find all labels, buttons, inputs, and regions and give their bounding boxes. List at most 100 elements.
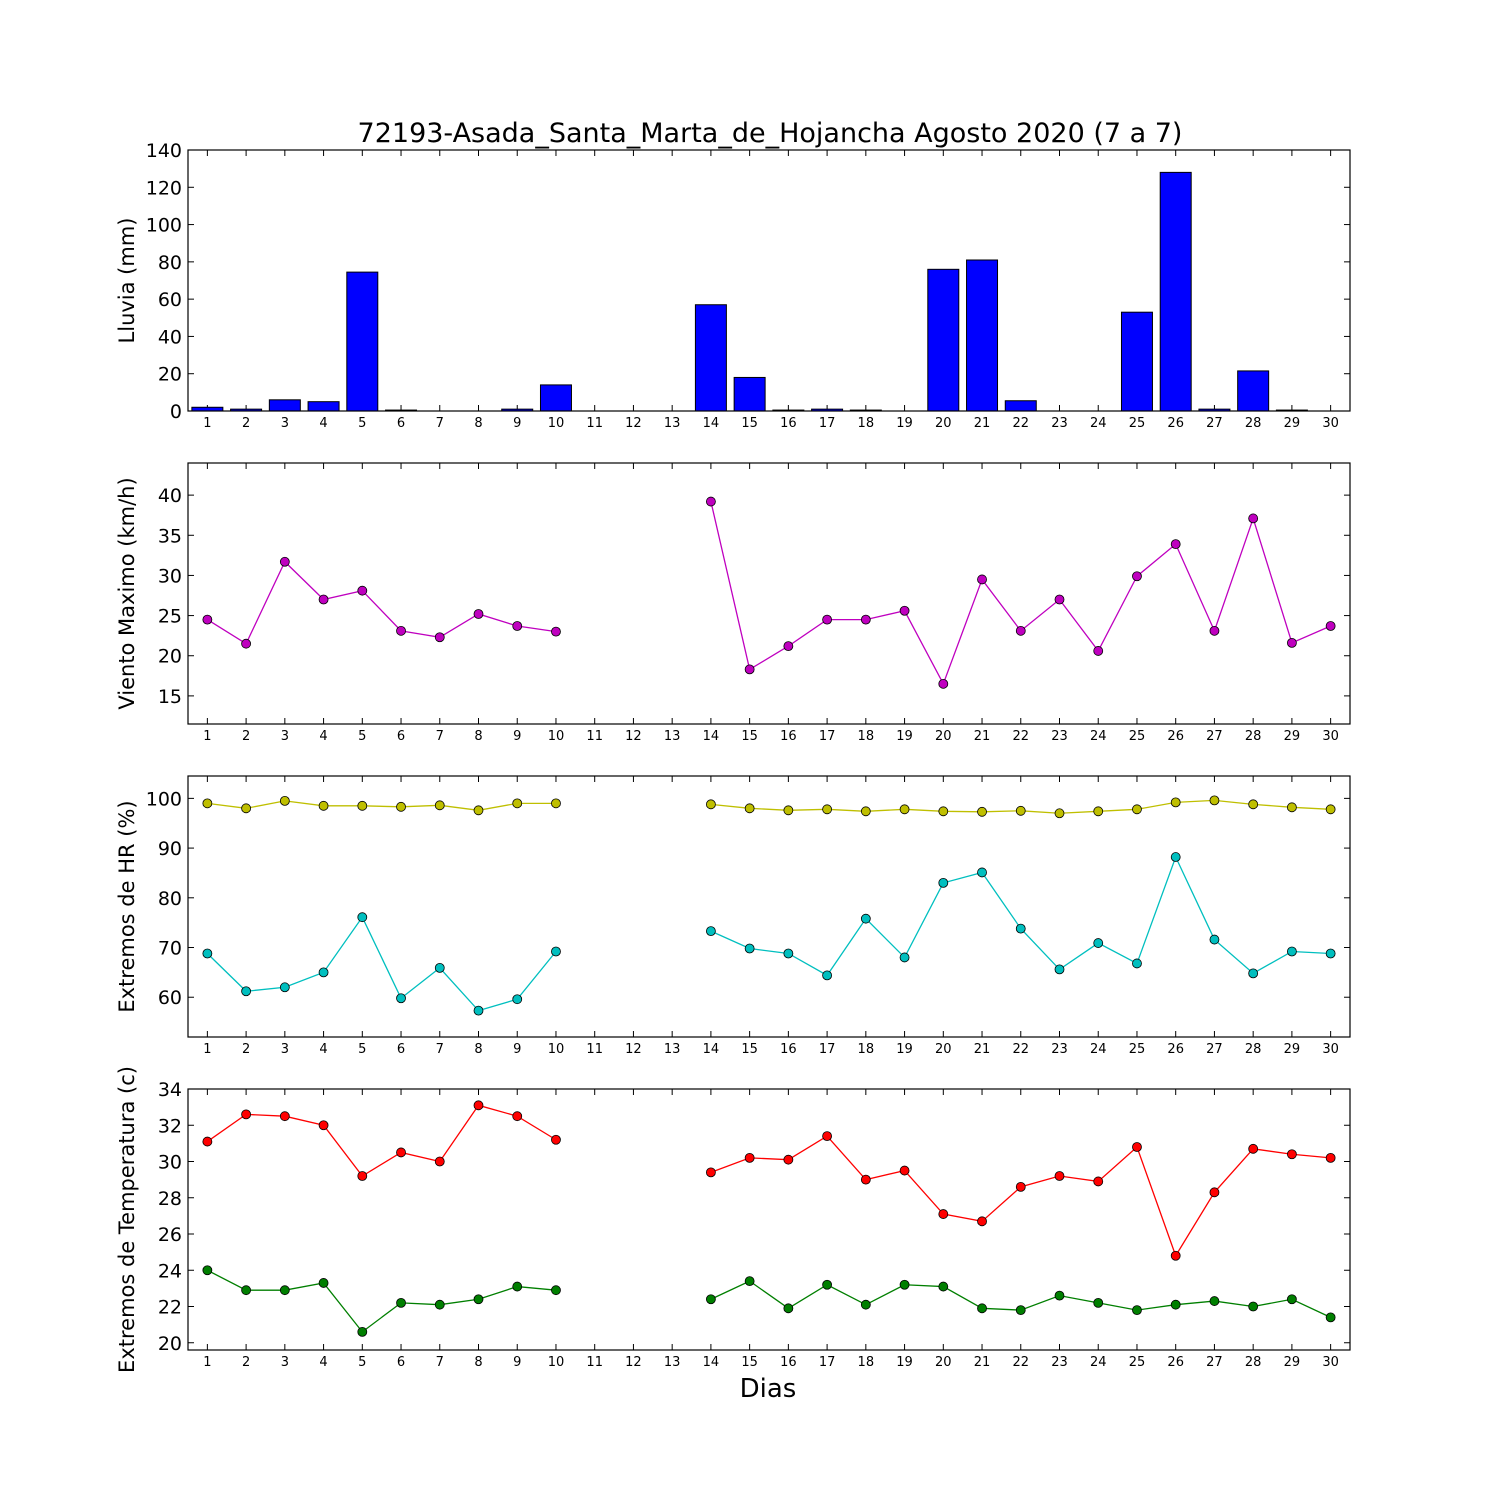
data-point xyxy=(357,800,368,811)
x-tick-label: 24 xyxy=(1090,416,1107,431)
x-tick-label: 21 xyxy=(974,1042,991,1057)
x-tick-label: 28 xyxy=(1245,416,1262,431)
x-tick-label: 15 xyxy=(741,1042,758,1057)
x-tick-label: 13 xyxy=(664,416,681,431)
x-tick-label: 23 xyxy=(1051,1042,1068,1057)
x-tick-label: 16 xyxy=(780,729,797,744)
series-line xyxy=(206,915,557,1012)
x-tick-label: 29 xyxy=(1284,1355,1301,1370)
data-point xyxy=(1132,1305,1142,1316)
x-tick-label: 10 xyxy=(548,1042,565,1057)
x-tick-label: 23 xyxy=(1051,1355,1068,1370)
data-point xyxy=(512,1111,523,1122)
y-tick-label: 60 xyxy=(158,289,182,311)
data-point xyxy=(977,867,987,878)
data-point xyxy=(1287,1294,1297,1305)
data-point xyxy=(706,926,716,937)
data-point xyxy=(1132,1142,1142,1152)
x-tick-label: 5 xyxy=(358,1355,366,1370)
y-tick-label: 0 xyxy=(170,401,182,423)
y-tick-label: 35 xyxy=(158,525,182,547)
x-axis-label: Dias xyxy=(740,1374,797,1404)
x-tick-label: 22 xyxy=(1012,1042,1029,1057)
data-point xyxy=(899,1165,910,1176)
x-tick-label: 16 xyxy=(780,1355,797,1370)
data-point xyxy=(899,605,910,616)
x-tick-label: 23 xyxy=(1051,416,1068,431)
data-point xyxy=(241,986,252,997)
x-tick-label: 14 xyxy=(703,1042,720,1057)
x-tick-label: 16 xyxy=(780,1042,797,1057)
data-point xyxy=(396,801,406,812)
data-point xyxy=(1287,946,1297,957)
data-point xyxy=(318,1120,329,1131)
data-point xyxy=(1209,1187,1220,1198)
data-point xyxy=(938,678,949,689)
data-point xyxy=(473,609,484,619)
x-tick-label: 17 xyxy=(819,416,836,431)
data-point xyxy=(279,556,290,567)
x-tick-label: 1 xyxy=(203,1042,211,1057)
x-tick-label: 20 xyxy=(935,1355,952,1370)
data-point xyxy=(706,496,716,507)
x-tick-label: 22 xyxy=(1012,1355,1029,1370)
x-tick-label: 22 xyxy=(1012,416,1029,431)
data-point xyxy=(1093,646,1104,656)
x-tick-label: 28 xyxy=(1245,729,1262,744)
data-point xyxy=(899,1279,910,1290)
data-point xyxy=(706,1167,716,1178)
x-tick-label: 14 xyxy=(703,1355,720,1370)
x-tick-label: 19 xyxy=(896,1355,913,1370)
data-point xyxy=(1170,797,1181,808)
x-tick-label: 10 xyxy=(548,1355,565,1370)
data-point xyxy=(1325,804,1336,815)
y-tick-label: 20 xyxy=(158,1333,182,1355)
x-tick-label: 8 xyxy=(474,1355,482,1370)
data-point xyxy=(977,806,987,817)
data-point xyxy=(1325,1152,1336,1163)
x-tick-label: 12 xyxy=(625,416,642,431)
data-point xyxy=(822,1131,832,1142)
data-point xyxy=(241,803,252,814)
data-point xyxy=(473,1005,484,1016)
data-point xyxy=(1015,923,1026,934)
data-point xyxy=(1248,968,1259,979)
data-point xyxy=(1054,964,1065,975)
x-tick-label: 3 xyxy=(281,416,289,431)
data-point xyxy=(241,1285,252,1296)
data-point xyxy=(551,1285,561,1296)
bar xyxy=(1004,400,1037,412)
data-point xyxy=(551,946,561,957)
data-point xyxy=(279,1285,290,1296)
data-point xyxy=(783,1154,794,1165)
y-tick-label: 80 xyxy=(158,888,182,910)
data-point xyxy=(1170,852,1181,862)
data-point xyxy=(1015,805,1026,816)
x-tick-label: 6 xyxy=(397,416,405,431)
data-point xyxy=(822,614,832,625)
data-point xyxy=(1248,513,1259,524)
data-point xyxy=(860,806,871,817)
data-point xyxy=(473,1294,484,1305)
data-point xyxy=(744,1276,755,1287)
x-tick-label: 25 xyxy=(1129,729,1146,744)
data-point xyxy=(822,970,832,981)
data-point xyxy=(1015,1181,1026,1192)
y-tick-label: 22 xyxy=(158,1297,182,1319)
data-point xyxy=(1209,625,1220,636)
x-tick-label: 4 xyxy=(319,729,327,744)
x-tick-label: 9 xyxy=(513,1355,521,1370)
x-tick-label: 24 xyxy=(1090,1042,1107,1057)
x-tick-label: 21 xyxy=(974,1355,991,1370)
series-line xyxy=(710,1135,1331,1258)
y-tick-label: 40 xyxy=(158,485,182,507)
y-tick-label: 30 xyxy=(158,565,182,587)
bar xyxy=(927,268,960,412)
data-point xyxy=(1170,1299,1181,1310)
data-point xyxy=(396,625,406,636)
x-tick-label: 12 xyxy=(625,1355,642,1370)
y-tick-label: 80 xyxy=(158,252,182,274)
x-tick-label: 13 xyxy=(664,729,681,744)
x-tick-label: 29 xyxy=(1284,729,1301,744)
data-point xyxy=(473,805,484,816)
